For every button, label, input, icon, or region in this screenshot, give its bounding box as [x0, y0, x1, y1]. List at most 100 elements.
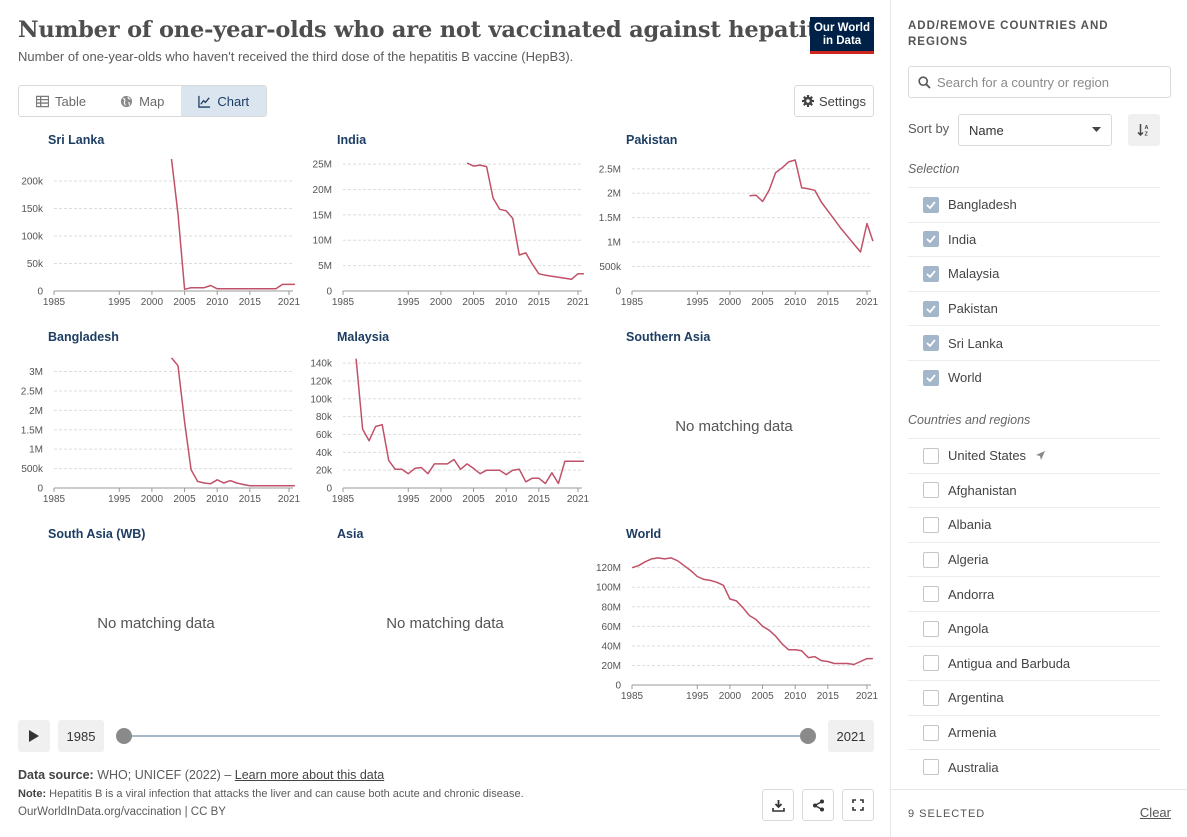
x-tick-label: 2015 [528, 494, 551, 505]
checkbox[interactable] [923, 300, 939, 317]
tab-map[interactable]: Map [103, 86, 181, 116]
timeline-start-handle[interactable] [116, 728, 132, 744]
panel-title: Malaysia [337, 330, 390, 344]
country-item-label: Antigua and Barbuda [948, 655, 1071, 671]
tab-chart-label: Chart [217, 93, 250, 109]
panel-title: Asia [337, 527, 364, 541]
checkbox[interactable] [923, 586, 939, 603]
country-item-angola[interactable]: Angola [908, 610, 1160, 646]
y-tick-label: 120k [310, 376, 333, 387]
checkbox[interactable] [923, 724, 939, 741]
y-tick-label: 50k [27, 259, 44, 270]
checkbox[interactable] [923, 335, 939, 352]
checkbox[interactable] [923, 482, 939, 499]
play-button[interactable] [18, 720, 50, 752]
x-tick-label: 2005 [173, 297, 196, 308]
fullscreen-button[interactable] [842, 789, 874, 821]
checkbox[interactable] [923, 516, 939, 533]
country-item-australia[interactable]: Australia [908, 749, 1160, 784]
selected-item-malaysia[interactable]: Malaysia [908, 256, 1160, 291]
checkbox[interactable] [923, 231, 939, 248]
checkbox[interactable] [923, 196, 939, 213]
series-line-malaysia[interactable] [355, 358, 584, 485]
logo-line-1: Our World [813, 22, 870, 34]
selected-item-sri-lanka[interactable]: Sri Lanka [908, 325, 1160, 360]
chart-canvas: Sri Lanka 0 50k 100k 150k 200k 1985 1995 2000 200… [21, 133, 879, 702]
x-tick-label: 2021 [567, 297, 590, 308]
x-tick-label: 2015 [528, 297, 551, 308]
x-tick-label: 2015 [239, 297, 262, 308]
sort-select[interactable]: Name [958, 114, 1112, 146]
selected-item-bangladesh[interactable]: Bangladesh [908, 187, 1160, 222]
selected-item-pakistan[interactable]: Pakistan [908, 290, 1160, 326]
tab-chart[interactable]: Chart [181, 86, 267, 116]
country-item-afghanistan[interactable]: Afghanistan [908, 472, 1160, 508]
panel-malaysia: Malaysia 0 20k 40k 60k 80k 100k 120k 140k 1985 199… [310, 330, 589, 505]
series-line-india[interactable] [466, 162, 584, 281]
timeline-end-year[interactable]: 2021 [828, 720, 874, 752]
learn-more-link[interactable]: Learn more about this data [234, 768, 385, 782]
panel-world: World 0 20M 40M 60M 80M 100M 120M 1985 1995 2000 20… [596, 527, 879, 702]
checkbox[interactable] [923, 551, 939, 568]
tab-table[interactable]: Table [19, 86, 103, 116]
country-item-armenia[interactable]: Armenia [908, 714, 1160, 750]
x-tick-label: 2005 [751, 691, 774, 702]
series-line-sri-lanka[interactable] [170, 158, 295, 291]
share-button[interactable] [802, 789, 834, 821]
country-item-label: Albania [948, 517, 992, 533]
country-item-united-states[interactable]: United States [908, 438, 1160, 473]
timeline-end-handle[interactable] [800, 728, 816, 744]
series-line-world[interactable] [631, 557, 873, 666]
checkbox[interactable] [923, 655, 939, 672]
selected-item-india[interactable]: India [908, 221, 1160, 257]
selected-count: 9 SELECTED [908, 808, 986, 820]
panel-india: India 0 5M 10M 15M 20M 25M 1985 1995 2000 2005 2010… [313, 133, 590, 308]
small-multiples-chart: Sri Lanka 0 50k 100k 150k 200k 1985 1995 2000 200… [0, 125, 890, 715]
chevron-down-icon [1092, 127, 1101, 132]
panel-southern-asia: Southern Asia No matching data [626, 330, 793, 435]
selected-item-world[interactable]: World [908, 359, 1160, 395]
country-item-algeria[interactable]: Algeria [908, 541, 1160, 577]
settings-button[interactable]: Settings [794, 85, 874, 117]
country-search[interactable] [908, 66, 1171, 98]
check-icon [926, 235, 936, 244]
panel-south-asia-wb-: South Asia (WB) No matching data [48, 527, 215, 632]
x-tick-label: 2000 [719, 297, 742, 308]
series-line-pakistan[interactable] [749, 159, 874, 253]
checkbox[interactable] [923, 369, 939, 386]
selected-list: Bangladesh India Malaysia Pakistan Sri Lanka… [908, 187, 1160, 395]
panel-title: South Asia (WB) [48, 527, 145, 541]
x-tick-label: 2021 [567, 494, 590, 505]
x-tick-label: 2015 [239, 494, 262, 505]
y-tick-label: 100k [310, 394, 333, 405]
selection-section-label: Selection [908, 162, 960, 176]
checkbox[interactable] [923, 620, 939, 637]
country-item-andorra[interactable]: Andorra [908, 576, 1160, 611]
country-item-albania[interactable]: Albania [908, 507, 1160, 542]
x-tick-label: 1985 [332, 297, 355, 308]
x-tick-label: 2000 [430, 297, 453, 308]
timeline-start-year[interactable]: 1985 [58, 720, 104, 752]
y-tick-label: 25M [313, 160, 332, 171]
series-line-bangladesh[interactable] [170, 357, 295, 487]
checkbox[interactable] [923, 447, 939, 464]
x-tick-label: 1985 [332, 494, 355, 505]
source-url[interactable]: OurWorldInData.org/vaccination | CC BY [18, 806, 226, 818]
country-item-antigua-and-barbuda[interactable]: Antigua and Barbuda [908, 645, 1160, 681]
panel-title: Southern Asia [626, 330, 711, 344]
owid-logo[interactable]: Our World in Data [810, 17, 874, 54]
search-input[interactable] [937, 74, 1167, 90]
timeline-track[interactable] [124, 735, 808, 737]
panel-title: Bangladesh [48, 330, 119, 344]
gear-icon [802, 95, 814, 107]
clear-button[interactable]: Clear [1139, 805, 1171, 820]
download-button[interactable] [762, 789, 794, 821]
country-item-argentina[interactable]: Argentina [908, 680, 1160, 715]
checkbox[interactable] [923, 689, 939, 706]
checkbox[interactable] [923, 759, 939, 776]
checkbox[interactable] [923, 265, 939, 282]
sidebar-footer: 9 SELECTED Clear [891, 789, 1187, 837]
selected-item-label: Malaysia [948, 266, 1000, 282]
table-icon [36, 95, 49, 107]
